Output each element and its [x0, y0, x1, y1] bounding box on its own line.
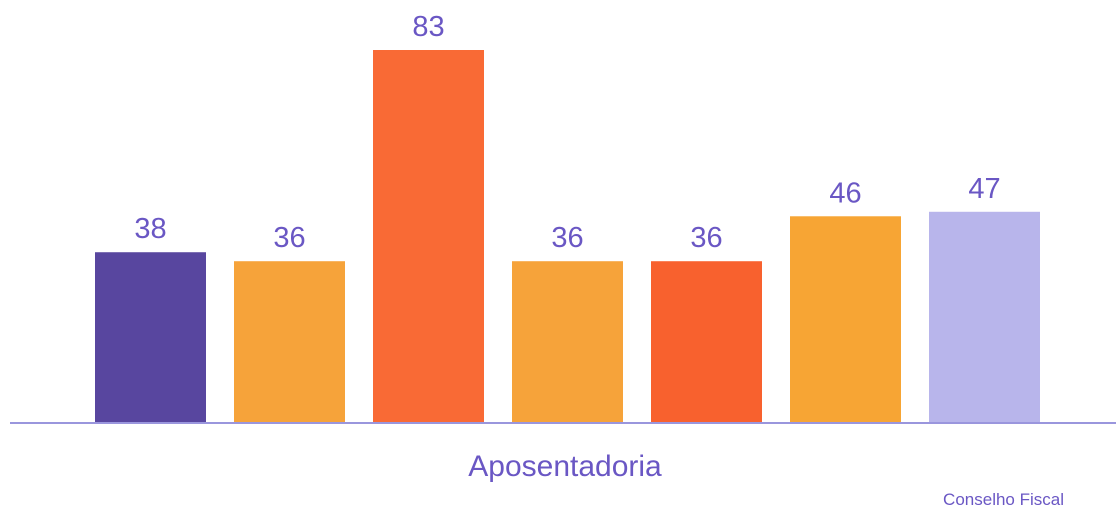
value-labels-group: 38 36 83 36 36 46 47	[134, 11, 1000, 254]
footer-note: Conselho Fiscal	[943, 490, 1064, 509]
bar-5	[651, 261, 762, 423]
bar-value-label-3: 83	[412, 11, 444, 43]
bar-value-label-7: 47	[968, 173, 1000, 205]
bar-7	[929, 211, 1040, 423]
bar-2	[234, 261, 345, 423]
bar-value-label-1: 38	[134, 213, 166, 245]
bar-1	[95, 252, 206, 423]
bar-value-label-5: 36	[690, 222, 722, 254]
x-axis-category-label: Aposentadoria	[468, 450, 662, 483]
bars-group	[95, 50, 1040, 423]
bar-value-label-4: 36	[551, 222, 583, 254]
bar-value-label-2: 36	[273, 222, 305, 254]
bar-6	[790, 216, 901, 423]
bar-4	[512, 261, 623, 423]
bar-value-label-6: 46	[829, 177, 861, 209]
bar-3	[373, 50, 484, 423]
